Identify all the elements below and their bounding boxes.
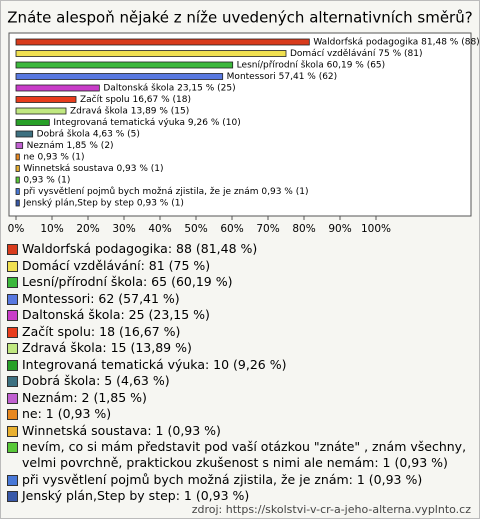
bar-label: 0,93 % (1): [23, 176, 70, 186]
bar-label: Daltonská škola 23,15 % (25): [103, 83, 235, 94]
legend-item: Neznám: 2 (1,85 %): [7, 390, 471, 406]
bar: [15, 199, 20, 207]
bar-label: Neznám 1,85 % (2): [27, 141, 114, 151]
chart-title: Znáte alespoň nějaké z níže uvedených al…: [7, 9, 472, 27]
legend-swatch: [7, 326, 18, 338]
legend-label: Domácí vzdělávání: 81 (75 %): [22, 257, 211, 273]
bar: [15, 188, 20, 195]
legend-label: Daltonská škola: 25 (23,15 %): [22, 307, 210, 322]
bar: [15, 96, 77, 103]
legend-label: ne: 1 (0,93 %): [22, 406, 112, 421]
legend-item: nevím, co si mám představit pod vaší otá…: [7, 439, 471, 471]
legend-label: Lesní/přírodní škola: 65 (60,19 %): [22, 274, 233, 289]
legend-label: Waldorfská podagogika: 88 (81,48 %): [22, 241, 258, 256]
bar-label: Zdravá škola 13,89 % (15): [70, 106, 189, 117]
bar: [15, 107, 67, 115]
legend-label: nevím, co si mám představit pod vaší otá…: [22, 439, 467, 470]
legend-label: Winnetská soustava: 1 (0,93 %): [22, 422, 221, 438]
legend-item: Lesní/přírodní škola: 65 (60,19 %): [7, 274, 471, 290]
legend-label: Montessori: 62 (57,41 %): [22, 290, 180, 306]
legend-item: Domácí vzdělávání: 81 (75 %): [7, 258, 471, 274]
legend-swatch: [7, 277, 18, 288]
source: zdroj: https://skolstvi-v-cr-a-jeho-alte…: [191, 503, 471, 516]
legend-item: Jenský plán,Step by step: 1 (0,93 %): [7, 488, 471, 504]
legend-item: Winnetská soustava: 1 (0,93 %): [7, 423, 471, 439]
x-tick-label: 80%: [292, 223, 315, 235]
legend-label: Dobrá škola: 5 (4,63 %): [22, 373, 170, 388]
legend-item: Waldorfská podagogika: 88 (81,48 %): [7, 241, 471, 257]
legend-swatch: [7, 442, 18, 453]
legend-item: Daltonská škola: 25 (23,15 %): [7, 307, 471, 323]
bar-label: Lesní/přírodní škola 60,19 % (65): [237, 60, 386, 71]
bar: [15, 165, 20, 172]
x-tick-label: 70%: [256, 223, 279, 235]
legend-swatch: [7, 425, 18, 437]
bar: [15, 73, 224, 80]
legend-item: ne: 1 (0,93 %): [7, 406, 471, 422]
legend-label: při vysvětlení pojmů bych možná zjistila…: [22, 471, 423, 487]
x-tick-label: 40%: [148, 223, 171, 235]
legend-item: Integrovaná tematická výuka: 10 (9,26 %): [7, 357, 471, 373]
legend-swatch: [7, 491, 18, 502]
legend-label: Neznám: 2 (1,85 %): [22, 389, 147, 405]
bar: [15, 153, 20, 161]
bar: [15, 176, 20, 184]
bar-label: ne 0,93 % (1): [23, 153, 84, 163]
legend-swatch: [7, 392, 18, 404]
x-tick-label: 10%: [40, 223, 63, 235]
legend-item: Dobrá škola: 5 (4,63 %): [7, 373, 471, 389]
chart: Znáte alespoň nějaké z níže uvedených al…: [7, 9, 479, 236]
bar: [15, 61, 234, 69]
legend: Waldorfská podagogika: 88 (81,48 %) Domác…: [7, 241, 471, 505]
legend-swatch: [7, 310, 18, 321]
legend-swatch: [7, 376, 18, 387]
legend-label: Začít spolu: 18 (16,67 %): [22, 323, 181, 339]
legend-swatch: [7, 409, 18, 420]
x-tick-label: 100%: [361, 223, 391, 235]
bar: [15, 84, 100, 92]
bar-label: Domácí vzdělávání 75 % (81): [290, 49, 422, 59]
legend-swatch: [7, 244, 18, 255]
legend-swatch: [7, 474, 18, 486]
bar: [15, 130, 34, 138]
legend-swatch: [7, 293, 18, 305]
legend-item: Montessori: 62 (57,41 %): [7, 291, 471, 307]
bar-label: Montessori 57,41 % (62): [227, 72, 338, 82]
legend-label: Zdravá škola: 15 (13,89 %): [22, 340, 192, 355]
bar-label: Waldorfská podagogika 81,48 % (88): [313, 38, 479, 48]
bar: [15, 119, 50, 126]
bar-label: Integrovaná tematická výuka 9,26 % (10): [53, 118, 240, 128]
x-tick-label: 90%: [328, 223, 351, 235]
legend-swatch: [7, 359, 18, 371]
legend-item: při vysvětlení pojmů bych možná zjistila…: [7, 472, 471, 488]
x-tick-label: 30%: [112, 223, 135, 235]
legend-label: Jenský plán,Step by step: 1 (0,93 %): [22, 488, 250, 503]
legend-swatch: [7, 343, 18, 354]
bar-label: Začít spolu 16,67 % (18): [80, 94, 191, 105]
x-tick-label: 20%: [76, 223, 99, 235]
bar: [15, 38, 310, 46]
bar-label: Dobrá škola 4,63 % (5): [37, 129, 140, 140]
bar: [15, 142, 24, 149]
legend-item: Začít spolu: 18 (16,67 %): [7, 324, 471, 340]
x-tick-label: 50%: [184, 223, 207, 235]
x-tick-label: 60%: [220, 223, 243, 235]
x-tick-label: 0%: [8, 223, 25, 235]
legend-swatch: [7, 260, 18, 272]
bar-label: Winnetská soustava 0,93 % (1): [23, 164, 163, 174]
legend-item: Zdravá škola: 15 (13,89 %): [7, 340, 471, 356]
bar: [15, 50, 287, 57]
bar-label: Jenský plán,Step by step 0,93 % (1): [22, 199, 184, 209]
legend-label: Integrovaná tematická výuka: 10 (9,26 %): [22, 356, 287, 372]
bar-label: při vysvětlení pojmů bych možná zjistila…: [23, 186, 308, 197]
